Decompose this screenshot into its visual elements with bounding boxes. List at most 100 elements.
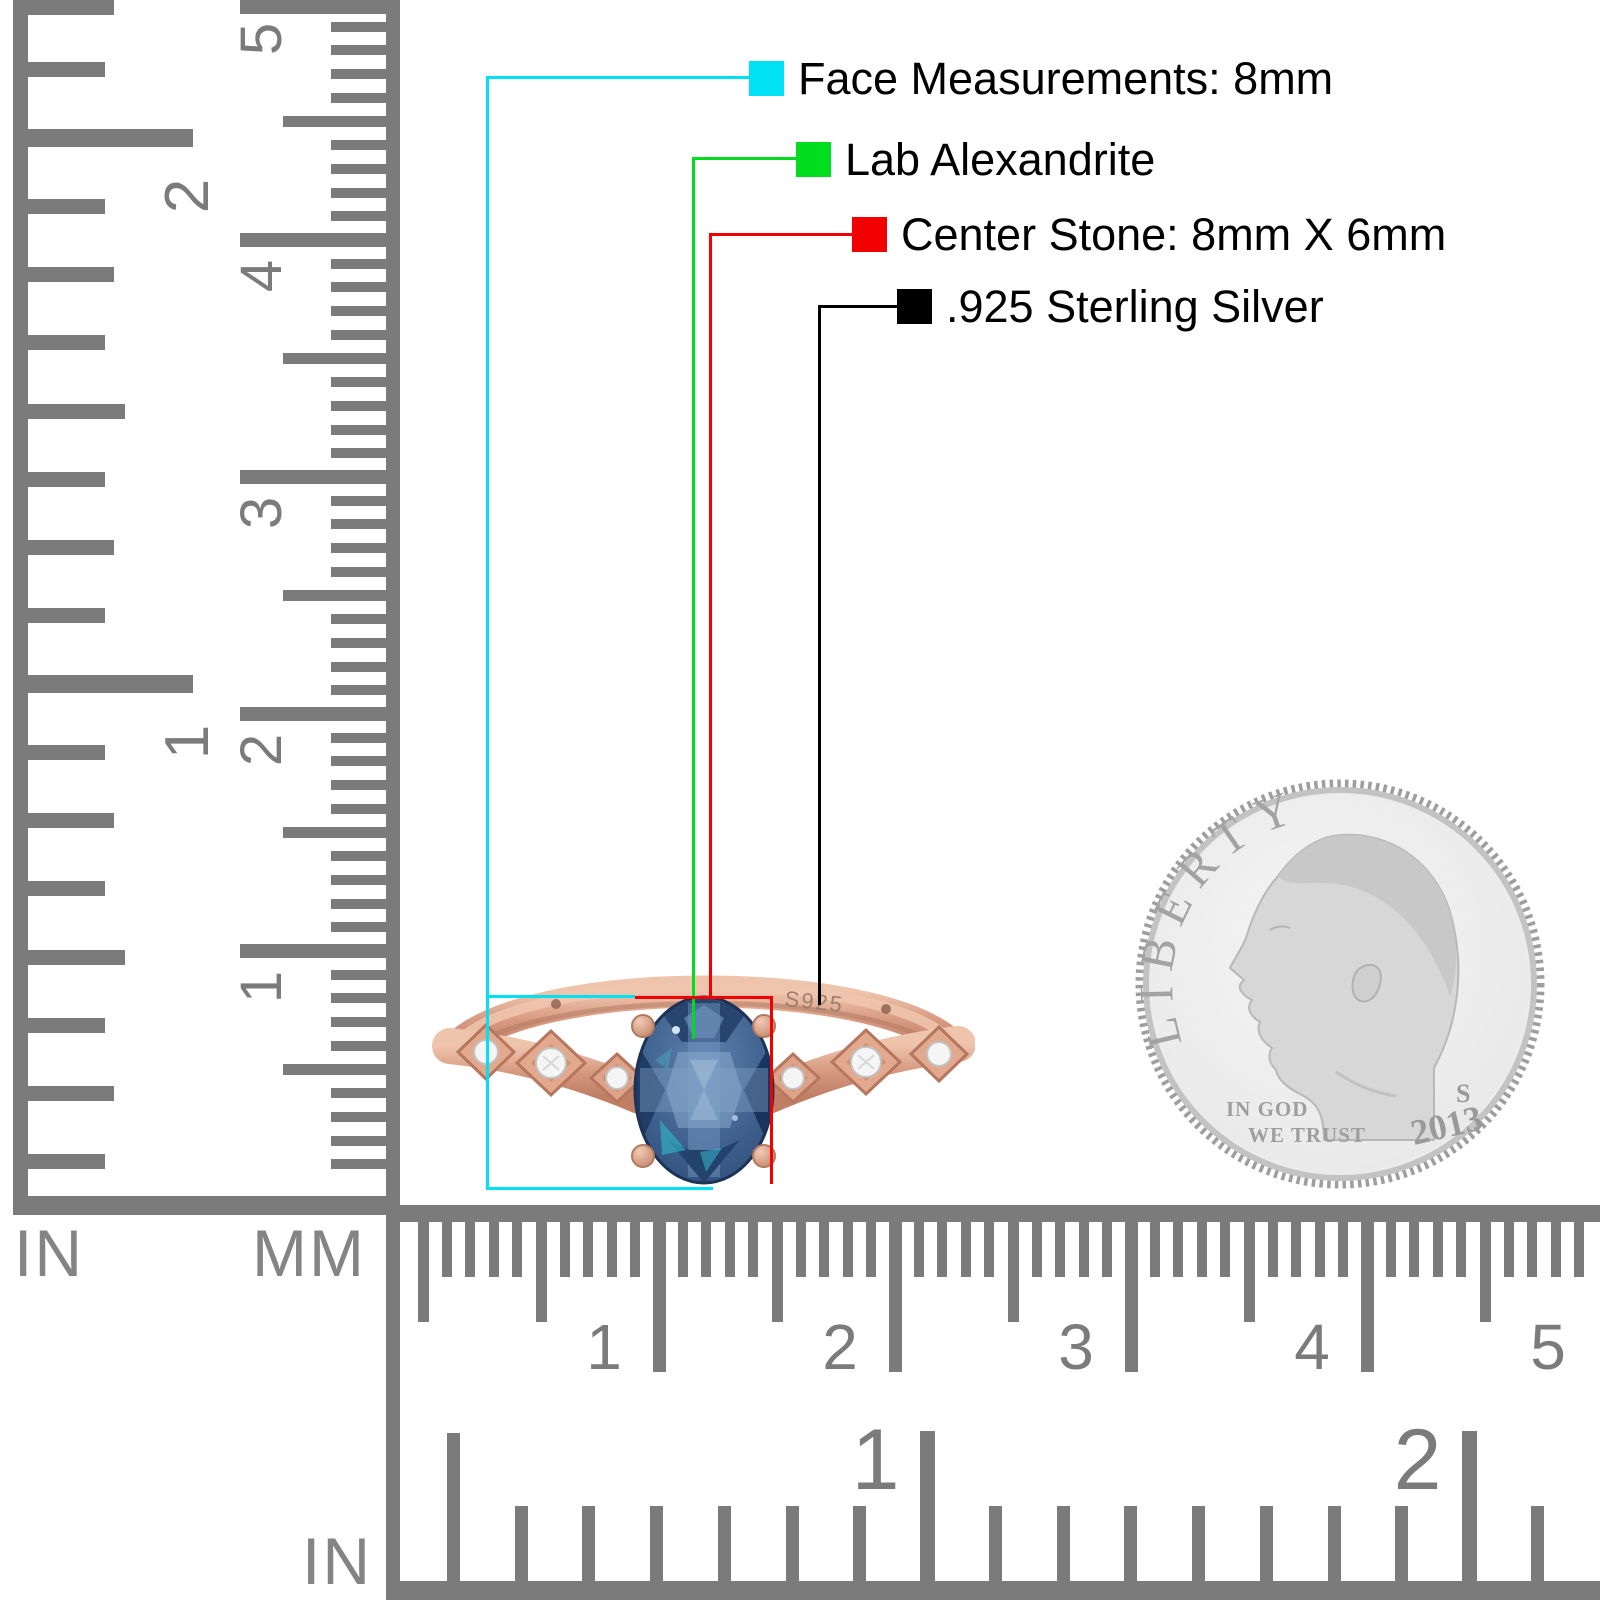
mm-tick: [331, 21, 386, 32]
mm-tick: [331, 400, 386, 411]
band-dimple-left: [551, 999, 561, 1009]
mm-tick: [283, 590, 386, 601]
mm-tick: [331, 1111, 386, 1122]
legend-row-face-measurements: Face Measurements: 8mm: [749, 56, 1333, 101]
mm-tick: [331, 187, 386, 198]
bottom-ruler-inch-unit-label: IN: [302, 1524, 372, 1598]
mm-tick: [1432, 1222, 1443, 1277]
inch-tick: [1327, 1506, 1341, 1581]
mm-tick: [331, 1088, 386, 1099]
callout-box-stone-top: [635, 996, 773, 999]
inch-tick: [988, 1506, 1002, 1581]
mm-number: 1: [229, 970, 294, 1004]
mm-tick: [331, 495, 386, 506]
left-ruler-mm-unit-label: MM: [252, 1216, 366, 1290]
mm-tick: [240, 470, 386, 484]
mm-tick: [465, 1222, 476, 1277]
mm-tick: [331, 519, 386, 530]
mm-tick: [240, 0, 386, 14]
mm-tick: [331, 614, 386, 625]
inch-tick: [1056, 1506, 1070, 1581]
inch-tick: [28, 744, 105, 760]
mm-tick: [1291, 1222, 1302, 1277]
mm-tick: [630, 1222, 641, 1277]
ruler-left-bar: [386, 1205, 400, 1600]
mm-tick: [1149, 1222, 1160, 1277]
mm-tick: [331, 851, 386, 862]
inch-tick: [28, 949, 125, 965]
mm-tick: [512, 1222, 523, 1277]
callout-line-metal-v: [818, 305, 821, 1005]
mm-tick: [1220, 1222, 1231, 1277]
inch-tick: [1124, 1506, 1138, 1581]
mm-tick: [1173, 1222, 1184, 1277]
mm-tick: [331, 69, 386, 80]
mm-number: 3: [229, 496, 294, 530]
mm-tick: [331, 1159, 386, 1170]
ruler-right-edge-bar: [386, 0, 400, 1215]
mm-tick: [331, 756, 386, 767]
inch-tick: [28, 813, 114, 828]
legend-swatch-stone-type: [796, 142, 831, 177]
inch-number: 1: [851, 1412, 900, 1508]
mm-tick: [1196, 1222, 1207, 1277]
mm-tick: [819, 1222, 830, 1277]
mm-tick: [1007, 1222, 1019, 1322]
mm-tick: [283, 353, 386, 364]
mm-tick: [1338, 1222, 1349, 1277]
mm-number: 4: [229, 259, 294, 293]
mm-tick: [960, 1222, 971, 1277]
legend-row-metal: .925 Sterling Silver: [897, 284, 1324, 329]
callout-line-stone-type-h: [692, 157, 799, 160]
mm-tick: [1479, 1222, 1491, 1322]
callout-line-stone-type-v: [692, 157, 695, 1039]
inch-tick: [446, 1433, 460, 1581]
mm-number: 1: [586, 1311, 622, 1383]
coin-reeded-edge: [1135, 779, 1545, 1189]
legend-label-metal: .925 Sterling Silver: [946, 281, 1324, 332]
mm-tick: [331, 448, 386, 459]
mm-tick: [331, 1017, 386, 1028]
band-dimple-right: [881, 1004, 891, 1014]
inch-tick: [28, 62, 105, 78]
center-stone: [631, 995, 776, 1185]
callout-line-metal-h: [818, 305, 900, 308]
mm-tick: [1124, 1222, 1138, 1372]
ruler-left-edge-bar: [13, 0, 28, 1215]
mm-tick: [331, 329, 386, 340]
mm-number: 5: [229, 22, 294, 56]
mm-tick: [331, 282, 386, 293]
mm-tick: [1243, 1222, 1255, 1322]
mm-tick: [441, 1222, 452, 1277]
coin-mint-mark: S: [1456, 1079, 1470, 1108]
inch-tick: [28, 1017, 105, 1033]
inch-tick: [28, 1154, 105, 1170]
mm-number: 4: [1294, 1311, 1330, 1383]
mm-tick: [583, 1222, 594, 1277]
inch-tick: [1259, 1506, 1273, 1581]
inch-tick: [1530, 1506, 1544, 1581]
mm-tick: [984, 1222, 995, 1277]
mm-tick: [606, 1222, 617, 1277]
ruler-bottom-bar: [386, 1581, 1600, 1600]
mm-tick: [331, 543, 386, 554]
mm-tick: [677, 1222, 688, 1277]
callout-bracket-face-top: [486, 995, 635, 998]
mm-tick: [331, 969, 386, 980]
mm-tick: [652, 1222, 666, 1372]
mm-tick: [331, 685, 386, 696]
legend-row-stone-type: Lab Alexandrite: [796, 137, 1155, 182]
callout-line-face-h: [486, 76, 752, 79]
mm-tick: [331, 1135, 386, 1146]
coin-motto-line2: WE TRUST: [1248, 1123, 1366, 1147]
mm-tick: [866, 1222, 877, 1277]
mm-tick: [240, 707, 386, 721]
mm-tick: [331, 306, 386, 317]
inch-tick: [717, 1506, 731, 1581]
inch-tick: [28, 540, 114, 555]
ruler-bottom-bar: [13, 1196, 400, 1215]
mm-number: 3: [1058, 1311, 1094, 1383]
mm-tick: [1031, 1222, 1042, 1277]
mm-tick: [1102, 1222, 1113, 1277]
